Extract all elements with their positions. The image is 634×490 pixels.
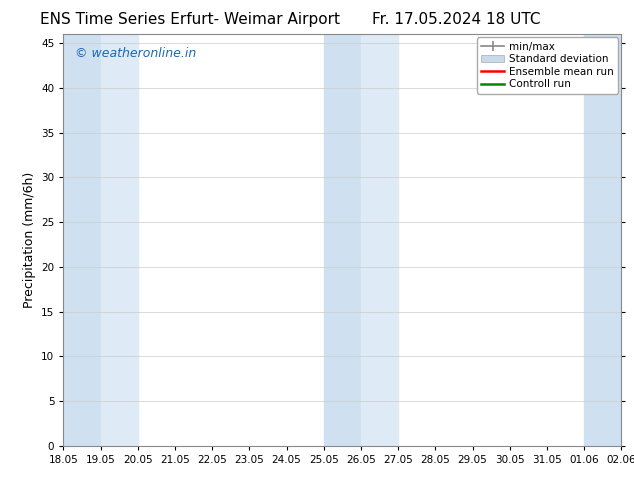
Y-axis label: Precipitation (mm/6h): Precipitation (mm/6h)	[23, 172, 36, 308]
Bar	[63, 34, 101, 446]
Bar	[324, 34, 361, 446]
Legend: min/max, Standard deviation, Ensemble mean run, Controll run: min/max, Standard deviation, Ensemble me…	[477, 37, 618, 94]
Bar	[584, 34, 621, 446]
Bar	[361, 34, 398, 446]
Text: © weatheronline.in: © weatheronline.in	[75, 47, 196, 60]
Bar	[101, 34, 138, 446]
Text: ENS Time Series Erfurt- Weimar Airport: ENS Time Series Erfurt- Weimar Airport	[40, 12, 340, 27]
Text: Fr. 17.05.2024 18 UTC: Fr. 17.05.2024 18 UTC	[372, 12, 541, 27]
